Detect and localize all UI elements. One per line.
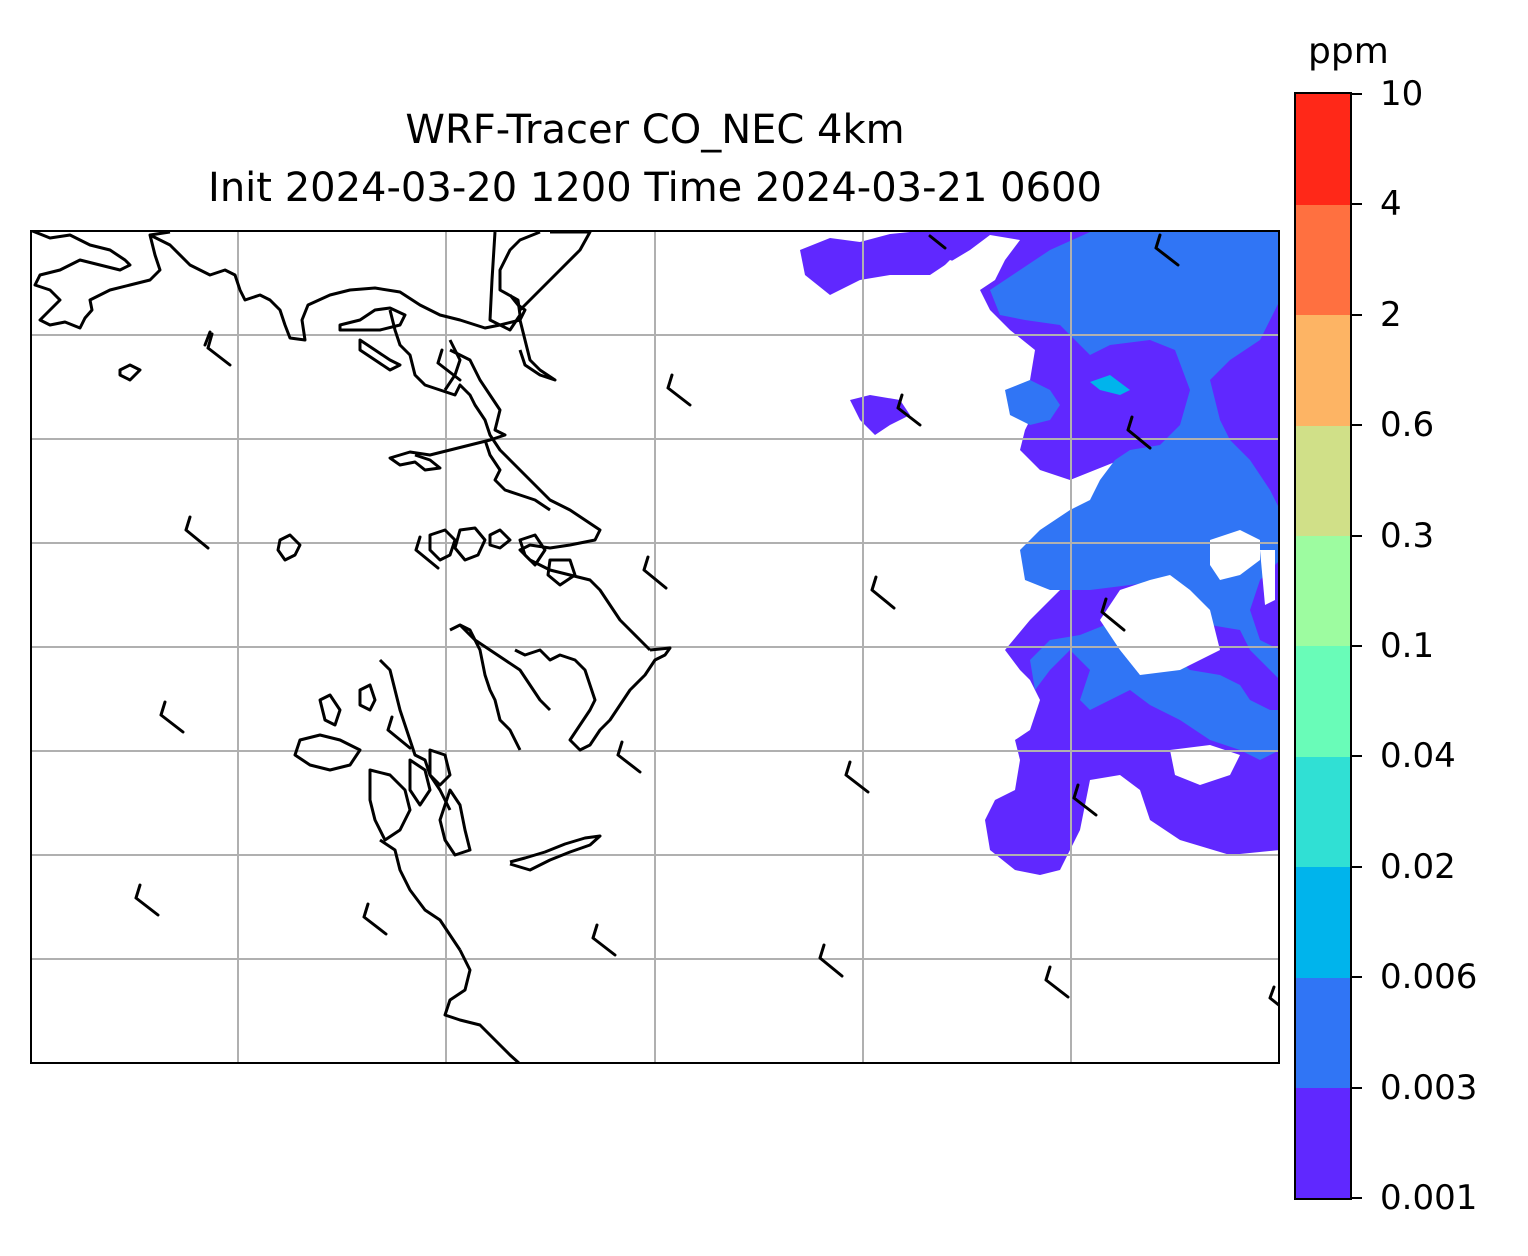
colorbar-segment (1296, 866, 1350, 978)
colorbar-tick (1352, 1086, 1362, 1089)
colorbar-tick (1352, 1197, 1362, 1199)
colorbar-tick-label: 0.04 (1380, 736, 1456, 777)
map-canvas (30, 230, 1280, 1064)
colorbar-segment (1296, 977, 1350, 1089)
map-title: WRF-Tracer CO_NEC 4km (405, 107, 905, 153)
colorbar-tick-label: 0.003 (1380, 1067, 1478, 1108)
colorbar-tick-label: 4 (1380, 184, 1402, 225)
map-panel (30, 230, 1280, 1064)
colorbar-unit: ppm (1308, 31, 1389, 72)
colorbar-tick-label: 2 (1380, 294, 1402, 335)
colorbar-segment (1296, 646, 1350, 757)
colorbar-tick-label: 10 (1380, 74, 1424, 114)
colorbar-segment (1296, 94, 1350, 205)
colorbar (1294, 92, 1352, 1200)
colorbar-tick-label: 0.006 (1380, 957, 1478, 998)
colorbar-tick (1352, 424, 1362, 427)
colorbar-tick (1352, 645, 1362, 647)
wind-barbs (134, 233, 1280, 1008)
colorbar-tick (1352, 203, 1362, 206)
colorbar-segment (1296, 1087, 1350, 1199)
map-subtitle: Init 2024-03-20 1200 Time 2024-03-21 060… (208, 165, 1102, 211)
colorbar-segment (1296, 425, 1350, 537)
colorbar-tick-label: 0.1 (1380, 626, 1435, 666)
colorbar-tick-label: 0.02 (1380, 846, 1456, 887)
colorbar-tick (1352, 976, 1362, 979)
colorbar-tick (1352, 93, 1362, 95)
colorbar-segment (1296, 204, 1350, 316)
coastlines (30, 230, 672, 1064)
colorbar-tick-label: 0.6 (1380, 405, 1435, 446)
colorbar-tick (1352, 313, 1362, 316)
map-frame (30, 230, 1280, 1064)
colorbar-tick (1352, 534, 1362, 537)
colorbar-tick-label: 0.001 (1380, 1178, 1478, 1218)
clear-areas (935, 260, 1275, 785)
colorbar-segment (1296, 535, 1350, 647)
colorbar-tick (1352, 865, 1362, 868)
colorbar-segment (1296, 314, 1350, 426)
contour-band-0.006 (1090, 375, 1130, 395)
colorbar-tick-label: 0.3 (1380, 515, 1435, 556)
colorbar-tick (1352, 755, 1362, 758)
contour-band-0.001 (800, 232, 1280, 875)
colorbar-segment (1296, 756, 1350, 868)
